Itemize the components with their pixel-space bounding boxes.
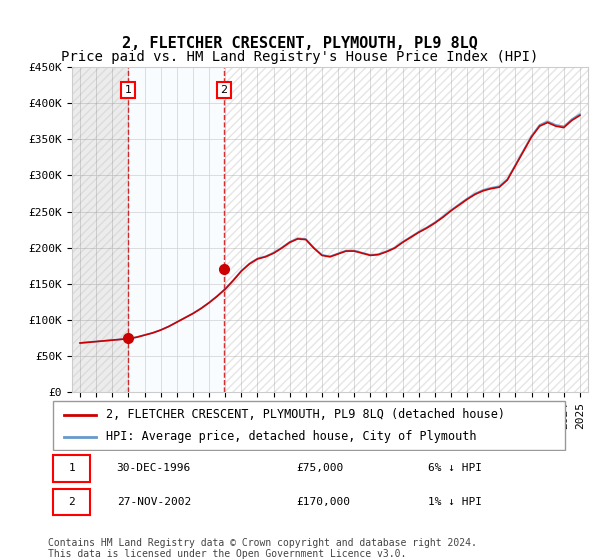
Text: 30-DEC-1996: 30-DEC-1996 xyxy=(116,463,191,473)
Text: 27-NOV-2002: 27-NOV-2002 xyxy=(116,497,191,507)
Bar xyxy=(224,67,588,392)
Text: Price paid vs. HM Land Registry's House Price Index (HPI): Price paid vs. HM Land Registry's House … xyxy=(61,50,539,64)
Text: £170,000: £170,000 xyxy=(296,497,350,507)
Text: 2: 2 xyxy=(220,85,227,95)
Text: £75,000: £75,000 xyxy=(296,463,343,473)
Bar xyxy=(128,67,224,392)
Text: Contains HM Land Registry data © Crown copyright and database right 2024.
This d: Contains HM Land Registry data © Crown c… xyxy=(48,538,477,559)
Text: 1% ↓ HPI: 1% ↓ HPI xyxy=(428,497,482,507)
Text: 1: 1 xyxy=(125,85,132,95)
Text: HPI: Average price, detached house, City of Plymouth: HPI: Average price, detached house, City… xyxy=(106,430,476,443)
Text: 2, FLETCHER CRESCENT, PLYMOUTH, PL9 8LQ (detached house): 2, FLETCHER CRESCENT, PLYMOUTH, PL9 8LQ … xyxy=(106,408,505,421)
Text: 2: 2 xyxy=(68,497,75,507)
Bar xyxy=(72,67,128,392)
Bar xyxy=(224,67,588,392)
Text: 2, FLETCHER CRESCENT, PLYMOUTH, PL9 8LQ: 2, FLETCHER CRESCENT, PLYMOUTH, PL9 8LQ xyxy=(122,36,478,52)
FancyBboxPatch shape xyxy=(53,402,565,450)
Text: 6% ↓ HPI: 6% ↓ HPI xyxy=(428,463,482,473)
FancyBboxPatch shape xyxy=(53,488,90,515)
Text: 1: 1 xyxy=(68,463,75,473)
FancyBboxPatch shape xyxy=(53,455,90,482)
